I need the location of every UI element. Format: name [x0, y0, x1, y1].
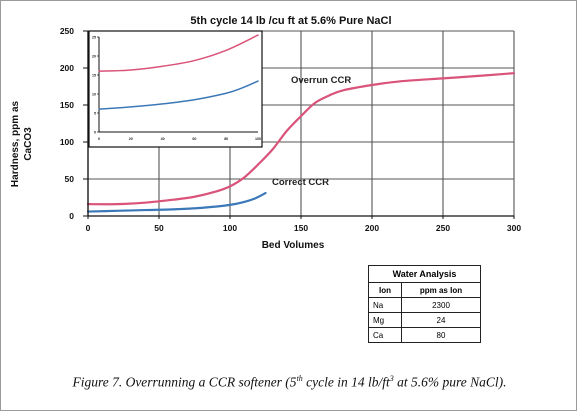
y-tick-label: 250 — [60, 26, 74, 36]
y-tick-label: 200 — [60, 63, 74, 73]
inset-y-tick-label: 5 — [94, 112, 96, 116]
x-tick-label: 200 — [365, 223, 379, 233]
inset-x-tick-label: 40 — [161, 137, 165, 141]
inset-y-tick-label: 0 — [94, 131, 96, 135]
col-ion-header: Ion — [368, 282, 402, 298]
caption-middle: cycle in 14 lb/ft — [302, 374, 390, 390]
chart-title: 5th cycle 14 lb /cu ft at 5.6% Pure NaCl — [190, 15, 391, 27]
series-labels: Overrun CCR Correct CCR — [272, 75, 351, 188]
x-tick-label: 0 — [86, 223, 91, 233]
y-axis-label-line1: Hardness, ppm as — [10, 100, 21, 187]
x-axis-label: Bed Volumes — [262, 240, 325, 251]
inset-y-tick-label: 15 — [92, 74, 96, 78]
figure-caption: Figure 7. Overrunning a CCR softener (5t… — [1, 374, 577, 391]
y-axis-label-line2: CaCO3 — [23, 127, 34, 161]
ion-cell: Na — [368, 297, 402, 313]
ion-cell: Mg — [368, 312, 402, 328]
table-row: Ca 80 — [368, 327, 481, 343]
inset-x-tick-label: 60 — [192, 137, 196, 141]
caption-sup-3: 3 — [389, 374, 394, 383]
inset-series-line-overrun — [98, 34, 259, 72]
caption-prefix: Figure 7. Overrunning a CCR softener (5 — [72, 374, 297, 390]
inset-frame — [88, 30, 263, 148]
ppm-cell: 24 — [401, 312, 481, 328]
x-tick-label: 250 — [436, 223, 450, 233]
caption-suffix: at 5.6% pure NaCl). — [393, 374, 507, 390]
inset-y-tick-label: 20 — [92, 55, 96, 59]
x-tick-label: 150 — [294, 223, 308, 233]
water-analysis-table: Water Analysis Ion ppm as Ion Na 2300 Mg… — [368, 265, 481, 343]
inset-series-line-correct — [98, 80, 259, 110]
col-ppm-header: ppm as Ion — [401, 282, 481, 298]
table-row: Na 2300 — [368, 297, 481, 313]
inset-x-tick-label: 100 — [255, 137, 261, 141]
chart-series — [86, 72, 516, 213]
series-line-overrun — [86, 72, 516, 206]
y-axis-label: Hardness, ppm as CaCO3 — [10, 100, 34, 187]
x-tick-label: 100 — [223, 223, 237, 233]
inset-chart: 0 20 40 60 80 100 0 5 10 15 20 25 — [88, 30, 263, 148]
water-analysis-title: Water Analysis — [368, 265, 481, 283]
inset-x-tick-label: 20 — [129, 137, 133, 141]
series-line-correct — [86, 191, 267, 213]
inset-x-tick-label: 80 — [224, 137, 228, 141]
table-row: Mg 24 — [368, 312, 481, 328]
y-tick-label: 100 — [60, 137, 74, 147]
inset-y-tick-label: 25 — [92, 36, 96, 40]
ppm-cell: 2300 — [401, 297, 481, 313]
ion-cell: Ca — [368, 327, 402, 343]
y-tick-label: 0 — [69, 211, 74, 221]
series-label-correct: Correct CCR — [272, 177, 329, 188]
caption-sup-th: th — [296, 374, 303, 383]
y-tick-label: 150 — [60, 100, 74, 110]
y-tick-label: 50 — [65, 174, 75, 184]
inset-y-tick-label: 10 — [92, 93, 96, 97]
x-tick-label: 300 — [507, 223, 521, 233]
x-tick-label: 50 — [154, 223, 164, 233]
ppm-cell: 80 — [401, 327, 481, 343]
chart: 5th cycle 14 lb /cu ft at 5.6% Pure NaCl… — [60, 15, 522, 251]
series-label-overrun: Overrun CCR — [291, 75, 351, 86]
inset-x-tick-label: 0 — [98, 137, 100, 141]
